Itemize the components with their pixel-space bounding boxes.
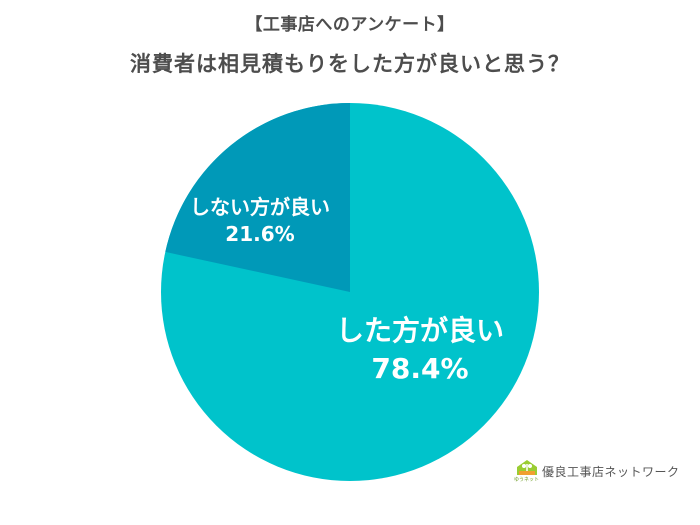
survey-label: 【工事店へのアンケート】 — [245, 15, 455, 35]
slice-label-yes-name: した方が良い — [335, 314, 504, 347]
slice-label-yes: した方が良い 78.4% — [300, 312, 540, 388]
house-logo-icon: ゆうネット — [514, 459, 540, 483]
chart-question-title: 消費者は相見積もりをした方が良いと思う？ — [130, 52, 570, 76]
slice-label-no-value: 21.6% — [225, 222, 295, 246]
logo-small-text: ゆうネット — [514, 477, 540, 483]
slice-label-yes-value: 78.4% — [371, 351, 469, 385]
brand-logo: ゆうネット 優良工事店ネットワーク — [514, 459, 680, 483]
logo-text: 優良工事店ネットワーク — [542, 464, 680, 479]
pie-slice-no — [165, 103, 350, 292]
slice-label-no-name: しない方が良い — [190, 195, 330, 219]
slice-label-no: しない方が良い 21.6% — [170, 194, 350, 248]
